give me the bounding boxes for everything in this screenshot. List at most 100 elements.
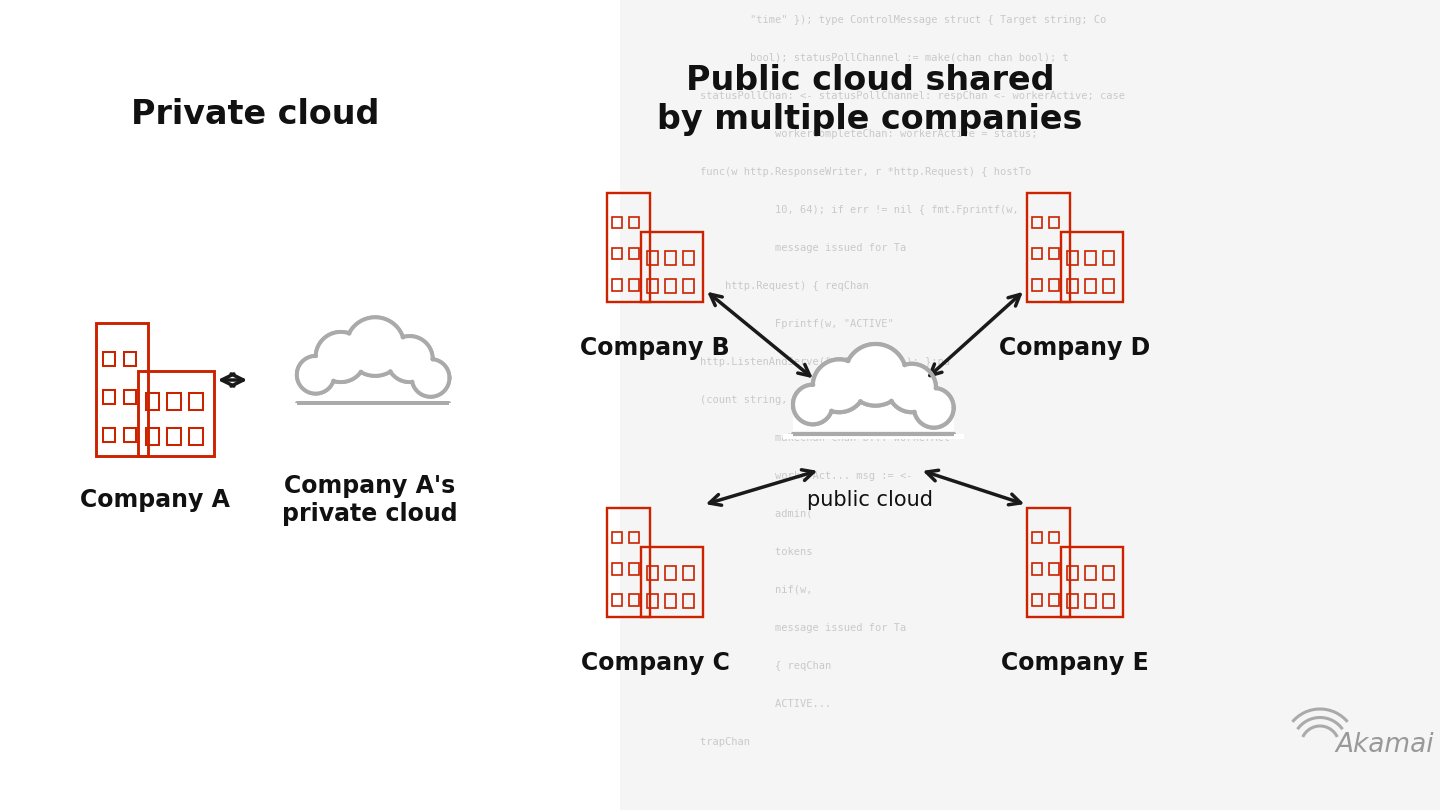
Bar	[606, 194, 649, 302]
Polygon shape	[793, 399, 953, 434]
Bar	[641, 548, 703, 617]
Bar	[167, 428, 180, 445]
Bar	[683, 279, 694, 293]
Text: Fprintf(w, "ACTIVE": Fprintf(w, "ACTIVE"	[625, 319, 894, 329]
Text: Company D: Company D	[999, 336, 1151, 360]
Text: "time" }); type ControlMessage struct { Target string; Co: "time" }); type ControlMessage struct { …	[625, 15, 1106, 25]
Bar	[612, 248, 622, 259]
Bar	[665, 279, 675, 293]
Text: message issued for Ta: message issued for Ta	[625, 243, 906, 253]
Bar	[647, 251, 658, 265]
Text: workerAct... msg := <-: workerAct... msg := <-	[625, 471, 913, 481]
Circle shape	[914, 388, 953, 428]
Bar	[1050, 279, 1060, 291]
FancyBboxPatch shape	[621, 0, 1440, 810]
Circle shape	[297, 356, 334, 393]
Bar	[1027, 194, 1070, 302]
Bar	[1067, 594, 1079, 608]
Bar	[1103, 594, 1115, 608]
Bar	[1032, 563, 1043, 574]
Circle shape	[347, 318, 403, 375]
Text: Private cloud: Private cloud	[131, 99, 379, 131]
Bar	[124, 352, 135, 366]
Bar	[1032, 216, 1043, 228]
Circle shape	[845, 344, 906, 406]
Text: public cloud: public cloud	[806, 490, 933, 510]
Bar	[1050, 531, 1060, 544]
Bar	[138, 370, 215, 456]
Text: Company E: Company E	[1001, 651, 1149, 675]
Polygon shape	[287, 403, 459, 408]
Text: admin(: admin(	[625, 509, 812, 519]
Bar	[1050, 248, 1060, 259]
Text: http.Request) { reqChan: http.Request) { reqChan	[625, 281, 868, 291]
Bar	[1103, 251, 1115, 265]
Bar	[612, 279, 622, 291]
Bar	[647, 566, 658, 580]
Text: nif(w,: nif(w,	[625, 585, 812, 595]
Text: Company C: Company C	[580, 651, 730, 675]
Bar	[1067, 251, 1079, 265]
Circle shape	[346, 318, 405, 376]
Bar	[629, 279, 639, 291]
Text: 10, 64); if err != nil { fmt.Fprintf(w,: 10, 64); if err != nil { fmt.Fprintf(w,	[625, 205, 1018, 215]
Bar	[612, 531, 622, 544]
Bar	[683, 594, 694, 608]
Text: Company B: Company B	[580, 336, 730, 360]
Bar	[145, 394, 158, 411]
Circle shape	[793, 385, 832, 424]
Text: tokens: tokens	[625, 547, 812, 557]
Text: { reqChan: { reqChan	[625, 661, 831, 671]
Bar	[1086, 251, 1096, 265]
Bar	[629, 531, 639, 544]
Text: bool); statusPollChannel := make(chan chan bool); t: bool); statusPollChannel := make(chan ch…	[625, 53, 1068, 63]
Text: Company A's
private cloud: Company A's private cloud	[282, 474, 458, 526]
Text: statusPollChan: <- statusPollChannel: respChan <- workerActive; case: statusPollChan: <- statusPollChannel: re…	[625, 91, 1125, 101]
Bar	[102, 352, 115, 366]
Circle shape	[887, 364, 936, 412]
Bar	[665, 566, 675, 580]
Bar	[1032, 248, 1043, 259]
Text: trapChan: trapChan	[625, 737, 750, 747]
Circle shape	[814, 360, 865, 411]
Polygon shape	[783, 434, 963, 439]
Text: http.ListenAndServe(":1337", nil)); };pa: http.ListenAndServe(":1337", nil)); };pa	[625, 357, 950, 367]
Text: Public cloud shared
by multiple companies: Public cloud shared by multiple companie…	[657, 65, 1083, 135]
Text: makechan chan b... workerAct: makechan chan b... workerAct	[625, 433, 950, 443]
Bar	[1027, 508, 1070, 617]
Bar	[665, 594, 675, 608]
Bar	[1103, 279, 1115, 293]
Bar	[145, 428, 158, 445]
Circle shape	[387, 336, 432, 382]
Bar	[1050, 594, 1060, 606]
Bar	[1050, 563, 1060, 574]
Bar	[629, 248, 639, 259]
Bar	[612, 216, 622, 228]
Bar	[1032, 279, 1043, 291]
Circle shape	[793, 385, 832, 424]
Bar	[683, 251, 694, 265]
Circle shape	[317, 332, 366, 382]
Text: func(w http.ResponseWriter, r *http.Request) { hostTo: func(w http.ResponseWriter, r *http.Requ…	[625, 167, 1031, 177]
Bar	[1086, 566, 1096, 580]
Bar	[1050, 216, 1060, 228]
Circle shape	[412, 360, 449, 396]
Bar	[1067, 566, 1079, 580]
Bar	[683, 566, 694, 580]
FancyBboxPatch shape	[621, 0, 1440, 810]
Bar	[629, 594, 639, 606]
Bar	[1086, 594, 1096, 608]
Bar	[102, 428, 115, 441]
Bar	[1086, 279, 1096, 293]
Text: (count string, Count int64, ); func ma: (count string, Count int64, ); func ma	[625, 395, 937, 405]
Circle shape	[297, 356, 334, 394]
Circle shape	[412, 359, 449, 397]
Bar	[167, 394, 180, 411]
Circle shape	[845, 344, 906, 405]
Circle shape	[914, 389, 953, 427]
Bar	[1061, 232, 1123, 302]
Circle shape	[812, 360, 865, 412]
Bar	[629, 216, 639, 228]
Bar	[189, 428, 203, 445]
Bar	[647, 279, 658, 293]
